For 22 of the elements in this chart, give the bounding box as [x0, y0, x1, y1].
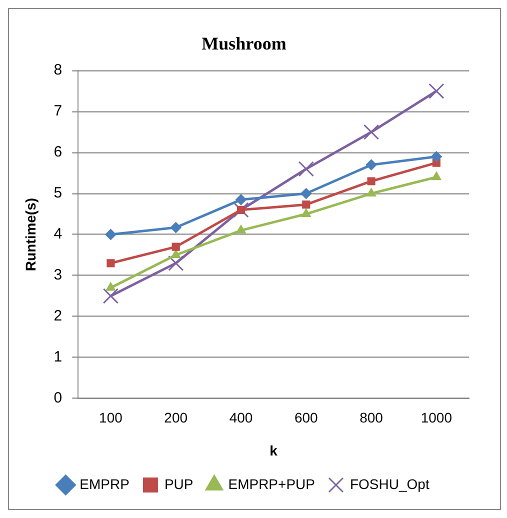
x-tick-label: 100 [99, 410, 123, 426]
y-tick-label: 5 [54, 184, 62, 202]
y-tick-label: 1 [54, 348, 62, 366]
legend-label: FOSHU_Opt [350, 476, 430, 492]
x-tick-label: 400 [229, 410, 253, 426]
chart-title: Mushroom [202, 33, 286, 54]
legend-label: EMPRP [80, 476, 130, 492]
y-axis-title: Runtime(s) [22, 198, 38, 272]
x-tick-label: 1000 [420, 410, 452, 426]
legend-label: EMPRP+PUP [228, 476, 315, 492]
y-tick-label: 3 [54, 266, 62, 284]
legend-label: PUP [164, 476, 194, 492]
y-tick-label: 2 [54, 308, 62, 325]
y-tick-label: 7 [54, 102, 62, 120]
x-tick-label: 600 [294, 410, 318, 426]
y-tick-label: 6 [54, 144, 62, 161]
y-tick-label: 0 [54, 390, 62, 407]
x-tick-label: 200 [164, 410, 188, 426]
y-tick-label: 4 [54, 226, 62, 243]
x-axis-title: k [270, 442, 278, 458]
x-tick-label: 800 [360, 410, 384, 426]
y-tick-label: 8 [54, 62, 62, 79]
